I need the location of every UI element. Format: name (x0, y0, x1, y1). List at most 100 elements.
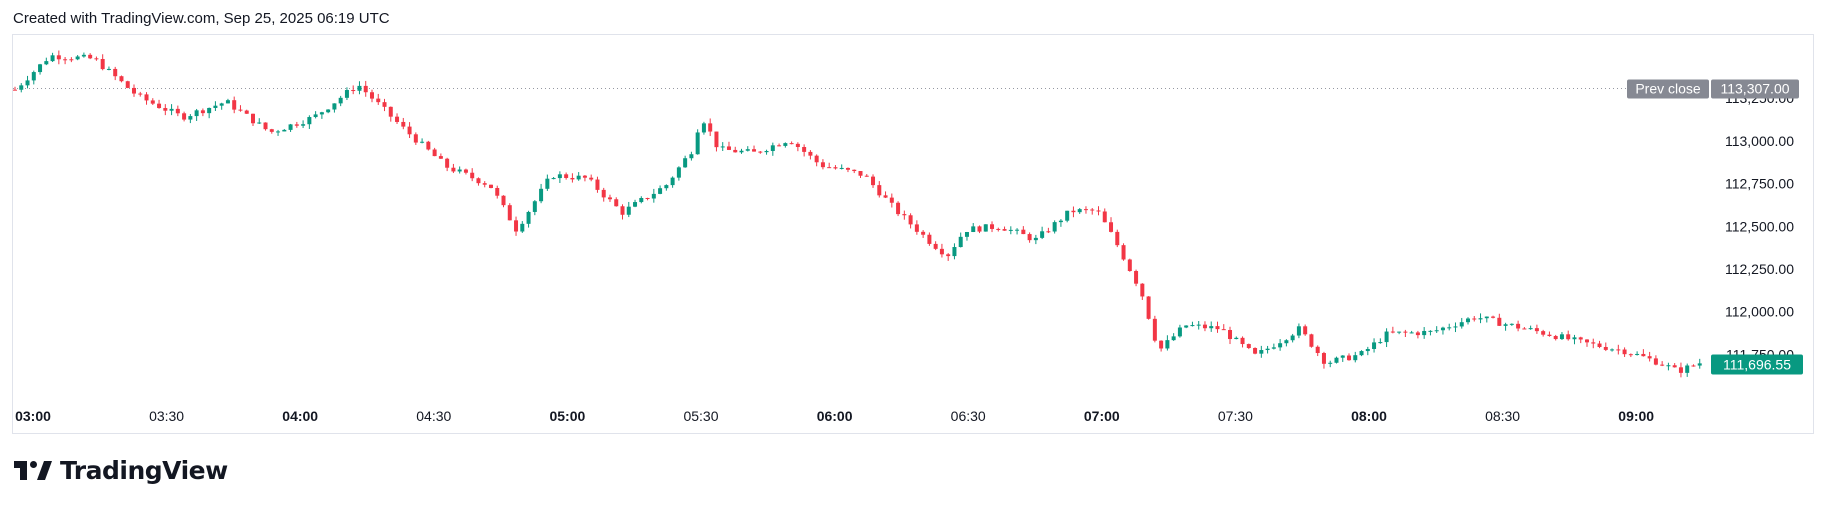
candle-body-down (1541, 331, 1546, 335)
candle-body-down (476, 178, 481, 184)
candle-body-down (407, 126, 412, 135)
candle-body-down (883, 195, 888, 198)
prev-close-value-badge (1711, 79, 1799, 99)
candle-body-up (1559, 334, 1564, 340)
candle-body-up (1065, 210, 1070, 221)
candle-body-down (789, 143, 794, 145)
candle-body-down (990, 224, 995, 229)
candle-body-down (244, 110, 249, 114)
candle-body-up (676, 167, 681, 178)
candle-body-down (495, 187, 500, 196)
candle-body-up (301, 124, 306, 126)
candle-body-up (225, 100, 230, 104)
candle-body-up (1478, 318, 1483, 320)
candle-body-down (996, 228, 1001, 230)
candle-body-up (1484, 316, 1489, 319)
candle-body-up (1635, 353, 1640, 355)
candle-body-down (570, 177, 575, 180)
candle-body-up (1234, 337, 1239, 340)
prev-close-label-badge (1627, 79, 1709, 99)
candle-body-down (1628, 354, 1633, 356)
candle-body-up (1384, 331, 1389, 343)
candle-body-down (138, 93, 143, 95)
candle-body-up (1284, 340, 1289, 344)
candle-body-down (833, 167, 838, 169)
candle-body-down (758, 151, 763, 153)
y-tick-label: 113,000.00 (1725, 133, 1794, 149)
candle-body-down (1109, 222, 1114, 232)
candle-body-down (263, 122, 268, 130)
candle-body-down (1303, 326, 1308, 335)
candle-body-up (38, 64, 43, 73)
candle-body-down (1553, 335, 1558, 340)
candle-body-down (1146, 296, 1151, 319)
candle-body-up (1509, 323, 1514, 325)
candle-body-down (1215, 326, 1220, 330)
candle-body-down (946, 254, 951, 257)
candle-body-up (1378, 342, 1383, 344)
candle-body-up (1447, 327, 1452, 329)
prev-close-label: Prev close (1635, 80, 1701, 96)
candle-body-down (714, 131, 719, 148)
candle-body-up (213, 105, 218, 108)
candle-body-down (1321, 353, 1326, 364)
x-tick-label: 04:00 (282, 408, 318, 424)
candle-body-up (701, 123, 706, 133)
candle-body-down (864, 175, 869, 177)
candle-body-up (457, 169, 462, 172)
candle-body-down (388, 106, 393, 117)
candle-body-down (1678, 367, 1683, 373)
candle-body-up (106, 68, 111, 70)
x-tick-label: 05:00 (549, 408, 585, 424)
candle-body-down (1390, 331, 1395, 333)
x-tick-label: 09:00 (1618, 408, 1654, 424)
candle-body-up (1177, 327, 1182, 337)
candle-body-down (1071, 210, 1076, 213)
x-tick-label: 07:00 (1084, 408, 1120, 424)
brand-footer[interactable]: TradingView (14, 456, 228, 485)
candle-body-down (1246, 344, 1251, 348)
candle-body-up (1397, 331, 1402, 333)
candle-body-down (1121, 245, 1126, 260)
candle-body-down (1566, 334, 1571, 340)
candle-body-up (357, 85, 362, 91)
candle-body-down (620, 206, 625, 215)
candle-body-down (94, 58, 99, 60)
candle-body-down (369, 92, 374, 99)
candle-body-down (1159, 340, 1164, 349)
candle-body-up (313, 114, 318, 118)
candle-body-down (1221, 329, 1226, 331)
candle-body-up (1190, 325, 1195, 327)
candle-body-up (545, 178, 550, 189)
candle-body-up (1008, 229, 1013, 231)
candle-body-down (1641, 353, 1646, 357)
candle-body-down (871, 176, 876, 186)
candle-body-down (1083, 209, 1088, 211)
x-tick-label: 08:30 (1485, 408, 1520, 424)
candle-body-up (1685, 365, 1690, 373)
candle-body-down (413, 134, 418, 143)
candle-body-down (451, 167, 456, 172)
candle-body-down (1653, 358, 1658, 365)
candle-body-up (1290, 335, 1295, 341)
candle-body-down (820, 162, 825, 168)
x-tick-label: 07:30 (1218, 408, 1253, 424)
candle-body-down (889, 197, 894, 203)
candle-body-up (326, 109, 331, 113)
candle-body-up (839, 167, 844, 169)
candle-body-up (1353, 355, 1358, 361)
y-tick-label: 112,500.00 (1725, 218, 1794, 234)
candle-body-up (1503, 324, 1508, 326)
candle-body-down (269, 129, 274, 132)
candle-body-down (1021, 229, 1026, 235)
candle-body-down (1347, 355, 1352, 361)
candle-body-down (1315, 346, 1320, 354)
candle-body-down (1415, 332, 1420, 336)
candle-body-up (1440, 327, 1445, 331)
x-tick-label: 05:30 (683, 408, 718, 424)
candle-body-down (488, 184, 493, 188)
candle-body-down (927, 234, 932, 244)
candle-body-up (658, 188, 663, 194)
candle-body-up (683, 158, 688, 168)
candle-body-down (250, 113, 255, 124)
